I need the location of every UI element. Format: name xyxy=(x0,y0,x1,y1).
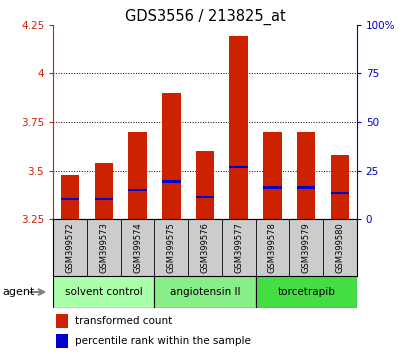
Bar xyxy=(94,163,113,219)
Title: GDS3556 / 213825_at: GDS3556 / 213825_at xyxy=(124,8,285,25)
Bar xyxy=(263,186,281,189)
Text: GSM399578: GSM399578 xyxy=(267,222,276,273)
Bar xyxy=(56,314,68,328)
Bar xyxy=(330,192,348,194)
Bar xyxy=(128,132,146,219)
Bar xyxy=(229,36,247,219)
Text: torcetrapib: torcetrapib xyxy=(276,287,334,297)
Bar xyxy=(61,175,79,219)
Text: solvent control: solvent control xyxy=(65,287,142,297)
Bar xyxy=(162,180,180,183)
Bar xyxy=(154,276,255,308)
Text: GSM399579: GSM399579 xyxy=(301,222,310,273)
Bar xyxy=(229,166,247,168)
Text: GSM399574: GSM399574 xyxy=(133,222,142,273)
Text: transformed count: transformed count xyxy=(74,316,171,326)
Bar xyxy=(162,93,180,219)
Text: GSM399572: GSM399572 xyxy=(65,222,74,273)
Bar xyxy=(255,276,356,308)
Text: GSM399573: GSM399573 xyxy=(99,222,108,273)
Text: GSM399575: GSM399575 xyxy=(166,222,175,273)
Bar xyxy=(53,276,154,308)
Bar xyxy=(56,334,68,348)
Text: percentile rank within the sample: percentile rank within the sample xyxy=(74,336,250,346)
Bar xyxy=(263,132,281,219)
Bar xyxy=(296,186,315,189)
Bar xyxy=(195,152,214,219)
Bar xyxy=(94,198,113,200)
Bar xyxy=(330,155,348,219)
Bar xyxy=(61,198,79,200)
Text: GSM399577: GSM399577 xyxy=(234,222,243,273)
Text: agent: agent xyxy=(2,287,34,297)
Text: GSM399580: GSM399580 xyxy=(335,222,344,273)
Bar xyxy=(128,189,146,192)
Bar xyxy=(195,196,214,198)
Bar xyxy=(296,132,315,219)
Text: GSM399576: GSM399576 xyxy=(200,222,209,273)
Text: angiotensin II: angiotensin II xyxy=(169,287,240,297)
